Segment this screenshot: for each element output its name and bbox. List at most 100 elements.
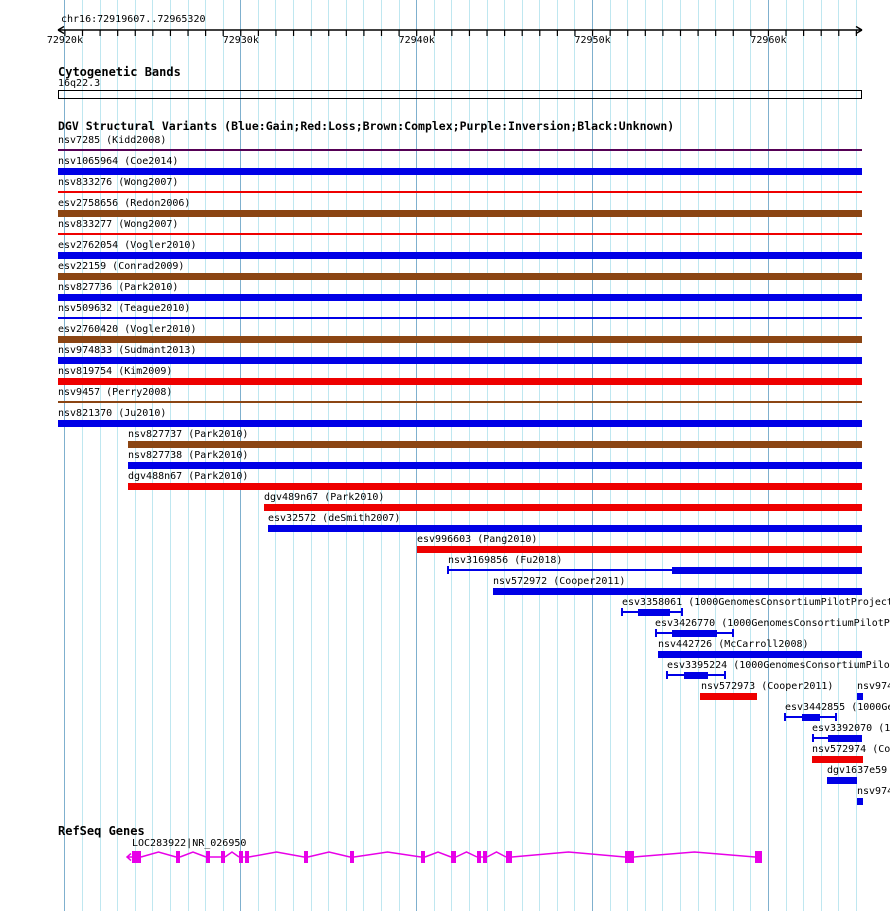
variant-label[interactable]: nsv827736 (Park2010)	[58, 282, 179, 293]
variant-label[interactable]: esv3358061 (1000GenomesConsortiumPilotPr…	[622, 597, 890, 608]
variant-bar[interactable]	[493, 588, 862, 595]
gridline-minor	[627, 0, 629, 911]
ruler	[57, 25, 863, 36]
gene-exon[interactable]	[239, 851, 243, 863]
variant-label[interactable]: nsv7285 (Kidd2008)	[58, 135, 167, 146]
ruler-tick-label: 72960k	[750, 35, 787, 46]
variant-label[interactable]: nsv572972 (Cooper2011)	[493, 576, 626, 587]
variant-bar[interactable]	[857, 798, 863, 805]
gene-exon[interactable]	[350, 851, 354, 863]
variant-bar[interactable]	[58, 252, 862, 259]
cytoband-rect[interactable]	[58, 90, 862, 99]
variant-label[interactable]: esv32572 (deSmith2007)	[268, 513, 401, 524]
variant-bar[interactable]	[58, 378, 862, 385]
cytoband-section-title: Cytogenetic Bands	[58, 65, 181, 79]
variant-bar[interactable]	[658, 651, 862, 658]
variant-bar[interactable]	[672, 630, 717, 637]
variant-ci-bracket-left	[621, 608, 623, 616]
variant-bar[interactable]	[58, 420, 862, 427]
gene-intron-line	[125, 851, 756, 862]
refseq-section-title: RefSeq Genes	[58, 824, 145, 838]
gridline-minor	[152, 0, 154, 911]
gridline-minor	[380, 0, 382, 911]
variant-label[interactable]: nsv974	[857, 681, 890, 692]
variant-bar[interactable]	[828, 735, 862, 742]
variant-label[interactable]: nsv572973 (Cooper2011)	[701, 681, 834, 692]
gridline-minor	[310, 0, 312, 911]
gene-exon[interactable]	[245, 851, 249, 863]
variant-bar[interactable]	[417, 546, 862, 553]
variant-ci-bracket-left	[812, 734, 814, 742]
variant-label[interactable]: esv996603 (Pang2010)	[417, 534, 538, 545]
variant-label[interactable]: esv22159 (Conrad2009)	[58, 261, 185, 272]
variant-bar[interactable]	[58, 149, 862, 151]
gridline-minor	[662, 0, 664, 911]
variant-label[interactable]: esv3392070 (1	[812, 723, 890, 734]
gridline-minor	[644, 0, 646, 911]
variant-label[interactable]: esv3395224 (1000GenomesConsortiumPilot	[667, 660, 890, 671]
variant-bar[interactable]	[58, 357, 862, 364]
gene-exon[interactable]	[421, 851, 425, 863]
variant-bar[interactable]	[58, 294, 862, 301]
gene-exon[interactable]	[176, 851, 180, 863]
variant-bar[interactable]	[827, 777, 857, 784]
variant-bar[interactable]	[128, 441, 862, 448]
variant-bar[interactable]	[638, 609, 670, 616]
variant-bar[interactable]	[684, 672, 708, 679]
variant-label[interactable]: nsv827737 (Park2010)	[128, 429, 249, 440]
variant-bar[interactable]	[268, 525, 862, 532]
gene-exon[interactable]	[506, 851, 512, 863]
variant-bar[interactable]	[672, 567, 862, 574]
variant-label[interactable]: nsv974	[857, 786, 890, 797]
gene-exon[interactable]	[625, 851, 634, 863]
variant-bar[interactable]	[58, 317, 862, 319]
gene-exon[interactable]	[206, 851, 210, 863]
variant-bar[interactable]	[128, 483, 862, 490]
gene-exon[interactable]	[755, 851, 762, 863]
gene-exon[interactable]	[221, 851, 225, 863]
variant-bar[interactable]	[802, 714, 820, 721]
variant-label[interactable]: esv3442855 (1000Ge	[785, 702, 890, 713]
variant-bar[interactable]	[812, 756, 863, 763]
variant-label[interactable]: nsv572974 (Co	[812, 744, 890, 755]
variant-label[interactable]: dgv1637e59	[827, 765, 888, 776]
variant-bar[interactable]	[58, 191, 862, 193]
variant-bar[interactable]	[58, 336, 862, 343]
region-label: chr16:72919607..72965320	[61, 14, 206, 25]
variant-label[interactable]: esv2762054 (Vogler2010)	[58, 240, 197, 251]
variant-ci-bracket-right	[724, 671, 726, 679]
variant-label[interactable]: nsv827738 (Park2010)	[128, 450, 249, 461]
variant-ci-line[interactable]	[448, 569, 862, 571]
gene-exon[interactable]	[304, 851, 308, 863]
variant-label[interactable]: nsv833277 (Wong2007)	[58, 219, 179, 230]
variant-label[interactable]: nsv442726 (McCarroll2008)	[658, 639, 809, 650]
variant-label[interactable]: nsv1065964 (Coe2014)	[58, 156, 179, 167]
variant-label[interactable]: nsv821370 (Ju2010)	[58, 408, 167, 419]
variant-label[interactable]: nsv833276 (Wong2007)	[58, 177, 179, 188]
variant-label[interactable]: nsv9457 (Perry2008)	[58, 387, 173, 398]
variant-bar[interactable]	[264, 504, 862, 511]
variant-label[interactable]: esv2758656 (Redon2006)	[58, 198, 191, 209]
variant-label[interactable]: nsv509632 (Teague2010)	[58, 303, 191, 314]
variant-bar[interactable]	[58, 401, 862, 403]
gene-exon[interactable]	[132, 851, 141, 863]
variant-label[interactable]: dgv489n67 (Park2010)	[264, 492, 385, 503]
variant-bar[interactable]	[128, 462, 862, 469]
variant-bar[interactable]	[58, 168, 862, 175]
gene-name-label[interactable]: LOC283922|NR_026950	[132, 838, 247, 849]
variant-label[interactable]: nsv3169856 (Fu2018)	[448, 555, 563, 566]
variant-bar[interactable]	[857, 693, 863, 700]
gene-exon[interactable]	[451, 851, 456, 863]
variant-bar[interactable]	[58, 210, 862, 217]
variant-label[interactable]: dgv488n67 (Park2010)	[128, 471, 249, 482]
variant-label[interactable]: esv2760420 (Vogler2010)	[58, 324, 197, 335]
variant-bar[interactable]	[700, 693, 757, 700]
gene-exon[interactable]	[477, 851, 481, 863]
variant-bar[interactable]	[58, 273, 862, 280]
variant-bar[interactable]	[58, 233, 862, 235]
variant-label[interactable]: nsv819754 (Kim2009)	[58, 366, 173, 377]
variant-label[interactable]: nsv974833 (Sudmant2013)	[58, 345, 197, 356]
gene-exon[interactable]	[483, 851, 487, 863]
variant-label[interactable]: esv3426770 (1000GenomesConsortiumPilotP	[655, 618, 890, 629]
